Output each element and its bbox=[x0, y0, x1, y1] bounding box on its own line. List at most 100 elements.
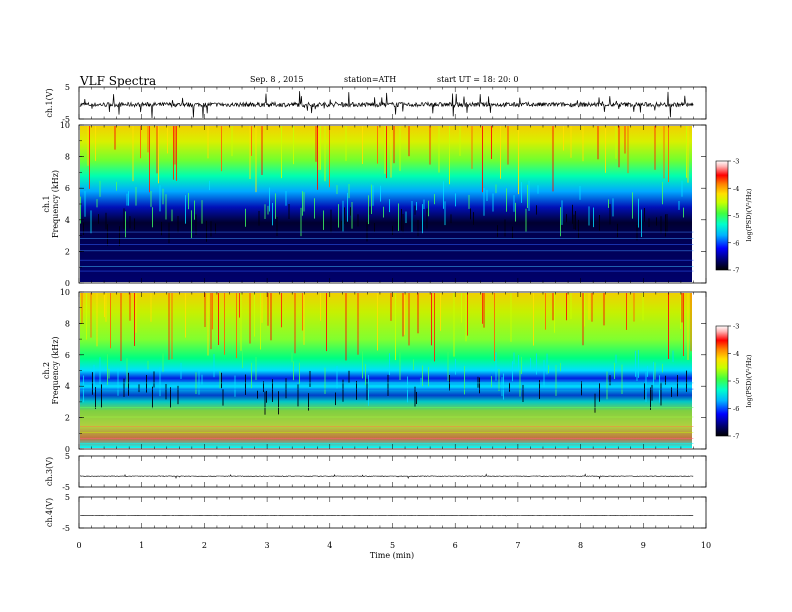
spectrogram-burst bbox=[624, 126, 626, 154]
spectrogram-streak bbox=[422, 365, 423, 387]
spectrogram-dark bbox=[572, 204, 573, 224]
spectrogram-streak bbox=[428, 366, 429, 387]
spectrogram-streak bbox=[683, 207, 684, 218]
spectrogram-streak bbox=[185, 195, 186, 224]
spectrogram-dark bbox=[644, 208, 645, 222]
spectrogram-streak bbox=[536, 353, 537, 375]
spectrogram-streak bbox=[498, 369, 500, 392]
spectrogram-streak bbox=[468, 194, 470, 209]
spectrogram-dark bbox=[92, 372, 93, 395]
spectrogram-streak bbox=[219, 371, 221, 389]
spectrogram-burst bbox=[482, 126, 483, 193]
spectrogram-streak bbox=[420, 377, 422, 386]
spectrogram-burst bbox=[570, 126, 572, 158]
spectrogram-burst bbox=[408, 126, 410, 157]
spectrogram-dark bbox=[366, 378, 368, 401]
spectrogram-burst bbox=[134, 293, 135, 346]
spectrogram-dark bbox=[161, 221, 162, 236]
spectrogram-dark bbox=[264, 391, 266, 415]
ch1-spectrogram-ytick-label: 4 bbox=[65, 216, 70, 225]
spectrogram-streak bbox=[593, 207, 594, 228]
spectrogram-burst bbox=[552, 293, 554, 321]
spectrogram-burst bbox=[132, 126, 134, 182]
ch3-waveform-trace bbox=[79, 473, 694, 480]
spectrogram-dark bbox=[146, 374, 147, 393]
spectrogram-dark bbox=[215, 223, 216, 234]
spectrogram-streak bbox=[506, 188, 507, 212]
spectrogram-burst bbox=[654, 126, 656, 170]
spectrogram-burst bbox=[395, 293, 396, 361]
spectrogram-dark bbox=[677, 375, 678, 397]
spectrogram-dark bbox=[686, 370, 687, 392]
spectrogram-streak bbox=[201, 200, 203, 224]
ch2-spectrogram-ytick-label: 6 bbox=[65, 351, 70, 360]
spectrogram-dark bbox=[348, 370, 350, 383]
spectrogram-dark bbox=[330, 209, 332, 233]
spectrogram-dark bbox=[266, 390, 267, 403]
spectrogram-burst bbox=[281, 126, 282, 179]
spectrogram-streak bbox=[422, 204, 423, 234]
spectrogram-dark bbox=[414, 386, 416, 407]
spectrogram-burst bbox=[597, 126, 599, 160]
spectrogram-dark bbox=[648, 218, 650, 228]
spectrogram-streak bbox=[560, 362, 561, 372]
spectrogram-burst bbox=[627, 126, 629, 174]
spectrogram-streak bbox=[152, 207, 153, 228]
spectrogram-dark bbox=[644, 383, 645, 400]
spectrogram-dark bbox=[210, 221, 212, 237]
spectrogram-burst bbox=[174, 126, 176, 165]
spectrogram-burst bbox=[384, 126, 386, 174]
spectrogram-dark bbox=[636, 224, 638, 241]
spectrogram-streak bbox=[521, 356, 522, 375]
spectrogram-dark bbox=[138, 384, 140, 393]
spectrogram-burst bbox=[212, 293, 213, 330]
spectrogram-dark bbox=[95, 387, 96, 409]
spectrogram-burst bbox=[207, 293, 209, 356]
ch1-spectrogram-channel-label: ch.1 bbox=[42, 195, 51, 212]
spectrogram-dark bbox=[450, 214, 452, 224]
spectrogram-burst bbox=[618, 126, 620, 168]
ch1-spectrogram-ylabel: Frequency (kHz) bbox=[51, 170, 60, 238]
spectrogram-streak bbox=[314, 198, 315, 219]
spectrogram-dark bbox=[416, 391, 417, 405]
spectrogram-burst bbox=[362, 126, 363, 164]
figure-title: VLF Spectra bbox=[79, 74, 156, 88]
spectrogram-streak bbox=[291, 352, 293, 363]
spectrogram-dark bbox=[272, 379, 273, 402]
spectrogram-streak bbox=[342, 200, 344, 232]
spectrogram-streak bbox=[503, 373, 504, 400]
spectrogram-streak bbox=[464, 366, 465, 395]
spectrogram-streak bbox=[641, 209, 642, 238]
spectrogram-dark bbox=[650, 387, 651, 410]
spectrogram-streak bbox=[606, 371, 608, 400]
spectrogram-streak bbox=[447, 351, 449, 382]
spectrogram-dark bbox=[609, 204, 611, 225]
colorbar-tick-label: -6 bbox=[733, 239, 739, 247]
spectrogram-streak bbox=[108, 368, 110, 379]
spectrogram-burst bbox=[434, 293, 435, 362]
spectrogram-burst bbox=[105, 293, 107, 322]
spectrogram-streak bbox=[93, 364, 95, 393]
ch2-spectrogram-ytick-label: 10 bbox=[60, 288, 70, 297]
spectrogram-burst bbox=[471, 126, 473, 169]
spectrogram-burst bbox=[465, 293, 467, 342]
spectrogram-burst bbox=[440, 293, 441, 331]
ch1-spectrogram-ytick-label: 0 bbox=[65, 279, 70, 288]
spectrogram-streak bbox=[302, 191, 303, 216]
spectrogram-dark bbox=[258, 210, 260, 226]
spectrogram-dark bbox=[123, 208, 125, 229]
spectrogram-burst bbox=[104, 293, 105, 318]
spectrogram-dark bbox=[356, 380, 357, 400]
spectrogram-dark bbox=[414, 205, 416, 215]
spectrogram-dark bbox=[276, 216, 278, 237]
spectrogram-dark bbox=[473, 212, 474, 225]
spectrogram-streak bbox=[443, 181, 444, 209]
ch2-spectrogram-channel-label: ch.2 bbox=[42, 362, 51, 379]
spectrogram-burst bbox=[120, 293, 122, 362]
spectrogram-streak bbox=[150, 190, 152, 207]
spectrogram-burst bbox=[668, 293, 669, 359]
spectrogram-burst bbox=[668, 126, 669, 183]
spectrogram-streak bbox=[530, 357, 531, 370]
spectrogram-streak bbox=[267, 205, 269, 215]
spectrogram-burst bbox=[326, 293, 327, 352]
